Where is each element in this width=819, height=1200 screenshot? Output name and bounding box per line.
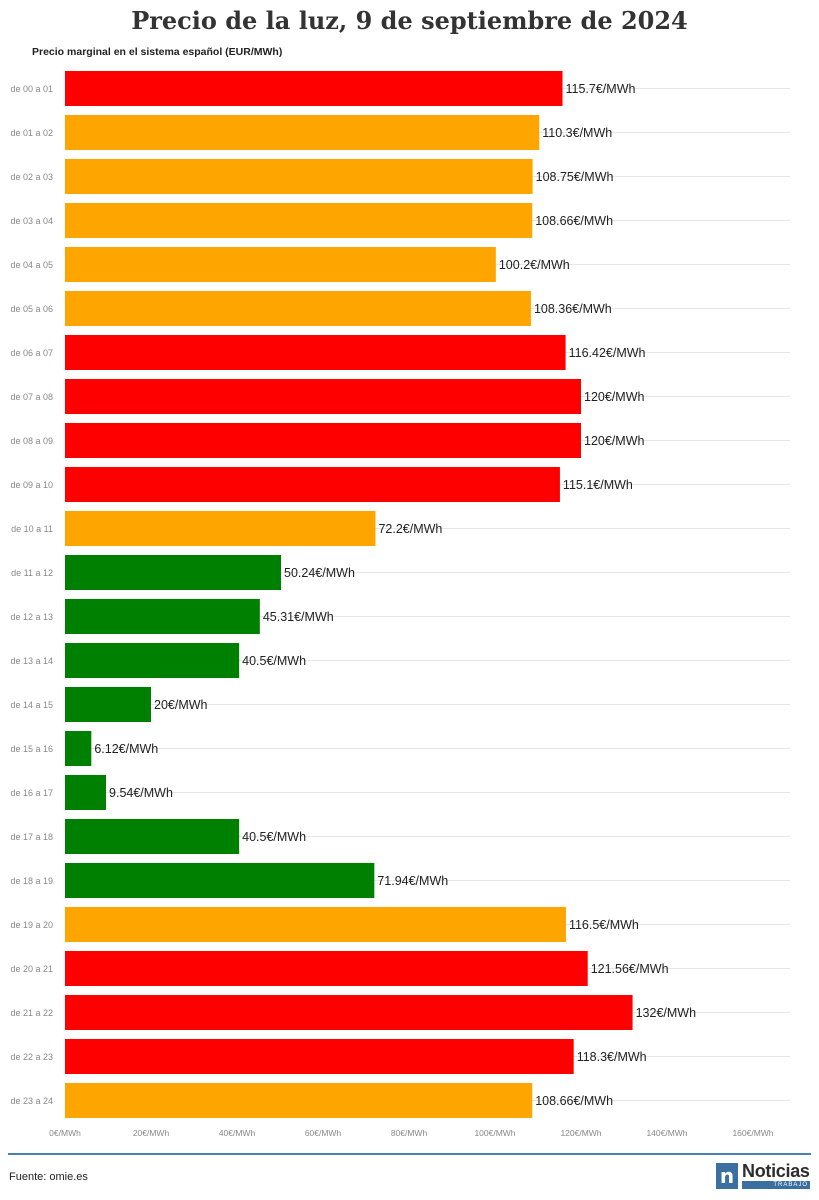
x-tick-label: 40€/MWh [219,1128,256,1138]
category-label: de 16 a 17 [10,788,53,798]
bar [65,467,560,502]
category-label: de 03 a 04 [10,216,53,226]
category-label: de 18 a 19 [10,876,53,886]
category-label: de 09 a 10 [10,480,53,490]
data-label: 100.2€/MWh [499,258,570,272]
data-label: 72.2€/MWh [378,522,442,536]
data-label: 108.36€/MWh [534,302,612,316]
footer-divider [8,1153,811,1155]
logo-mark: n [716,1163,738,1189]
category-label: de 22 a 23 [10,1052,53,1062]
category-label: de 11 a 12 [11,568,53,578]
data-label: 50.24€/MWh [284,566,355,580]
data-label: 6.12€/MWh [94,742,158,756]
bar-chart: de 00 a 01 de 01 a 02 de 02 a 03 de 03 a 04… [10,71,790,1138]
x-tick-label: 20€/MWh [133,1128,170,1138]
bar [65,1039,574,1074]
bar [65,247,496,282]
category-label: de 20 a 21 [10,964,53,974]
category-label: de 23 a 24 [10,1096,53,1106]
x-tick-label: 80€/MWh [391,1128,428,1138]
data-label: 40.5€/MWh [242,830,306,844]
bar [65,599,260,634]
data-label: 118.3€/MWh [577,1050,647,1064]
data-label: 115.7€/MWh [566,82,636,96]
bar [65,819,240,854]
bar [65,995,633,1030]
data-label: 120€/MWh [584,434,644,448]
data-label: 40.5€/MWh [242,654,306,668]
bar [65,423,581,458]
category-label: de 04 a 05 [10,260,53,270]
logo-sub: TRABAJO [742,1181,810,1189]
data-label: 115.1€/MWh [563,478,633,492]
data-label: 110.3€/MWh [542,126,612,140]
bar [65,951,588,986]
category-label: de 21 a 22 [10,1008,53,1018]
data-label: 116.5€/MWh [569,918,639,932]
bar [65,71,563,106]
data-label: 20€/MWh [154,698,208,712]
category-label: de 07 a 08 [10,392,53,402]
category-label: de 08 a 09 [10,436,53,446]
data-label: 108.66€/MWh [535,214,613,228]
x-tick-label: 140€/MWh [646,1128,687,1138]
category-label: de 02 a 03 [10,172,53,182]
bar [65,555,282,590]
data-label: 9.54€/MWh [109,786,173,800]
x-tick-label: 60€/MWh [305,1128,342,1138]
bar [65,335,566,370]
data-label: 71.94€/MWh [377,874,448,888]
x-tick-label: 160€/MWh [732,1128,773,1138]
x-tick-label: 0€/MWh [49,1128,81,1138]
source-note: Fuente: omie.es [9,1171,88,1183]
bar [65,115,540,150]
category-label: de 10 a 11 [11,524,53,534]
bar [65,203,533,238]
category-label: de 14 a 15 [10,700,53,710]
bar [65,511,376,546]
noticias-trabajo-logo: n Noticias TRABAJO [716,1161,812,1189]
category-label: de 15 a 16 [10,744,53,754]
category-label: de 05 a 06 [10,304,53,314]
bar [65,1083,533,1118]
bar [65,159,533,194]
bar [65,863,375,898]
category-label: de 01 a 02 [10,128,53,138]
chart-title: Precio de la luz, 9 de septiembre de 202… [131,6,688,35]
data-label: 120€/MWh [584,390,644,404]
category-label: de 19 a 20 [10,920,53,930]
x-tick-label: 120€/MWh [560,1128,601,1138]
category-label: de 13 a 14 [10,656,53,666]
category-label: de 06 a 07 [10,348,53,358]
bar [65,731,92,766]
chart-subtitle: Precio marginal en el sistema español (E… [32,46,283,58]
data-label: 45.31€/MWh [263,610,334,624]
category-label: de 00 a 01 [10,84,53,94]
bar [65,643,240,678]
data-label: 116.42€/MWh [569,346,646,360]
data-label: 108.75€/MWh [536,170,614,184]
data-label: 121.56€/MWh [591,962,669,976]
bar [65,291,531,326]
bar [65,775,107,810]
bar [65,687,151,722]
bar [65,907,566,942]
x-tick-label: 100€/MWh [474,1128,515,1138]
bar [65,379,581,414]
logo-word: Noticias [742,1161,810,1181]
category-label: de 17 a 18 [10,832,53,842]
data-label: 132€/MWh [636,1006,696,1020]
category-label: de 12 a 13 [10,612,53,622]
data-label: 108.66€/MWh [535,1094,613,1108]
